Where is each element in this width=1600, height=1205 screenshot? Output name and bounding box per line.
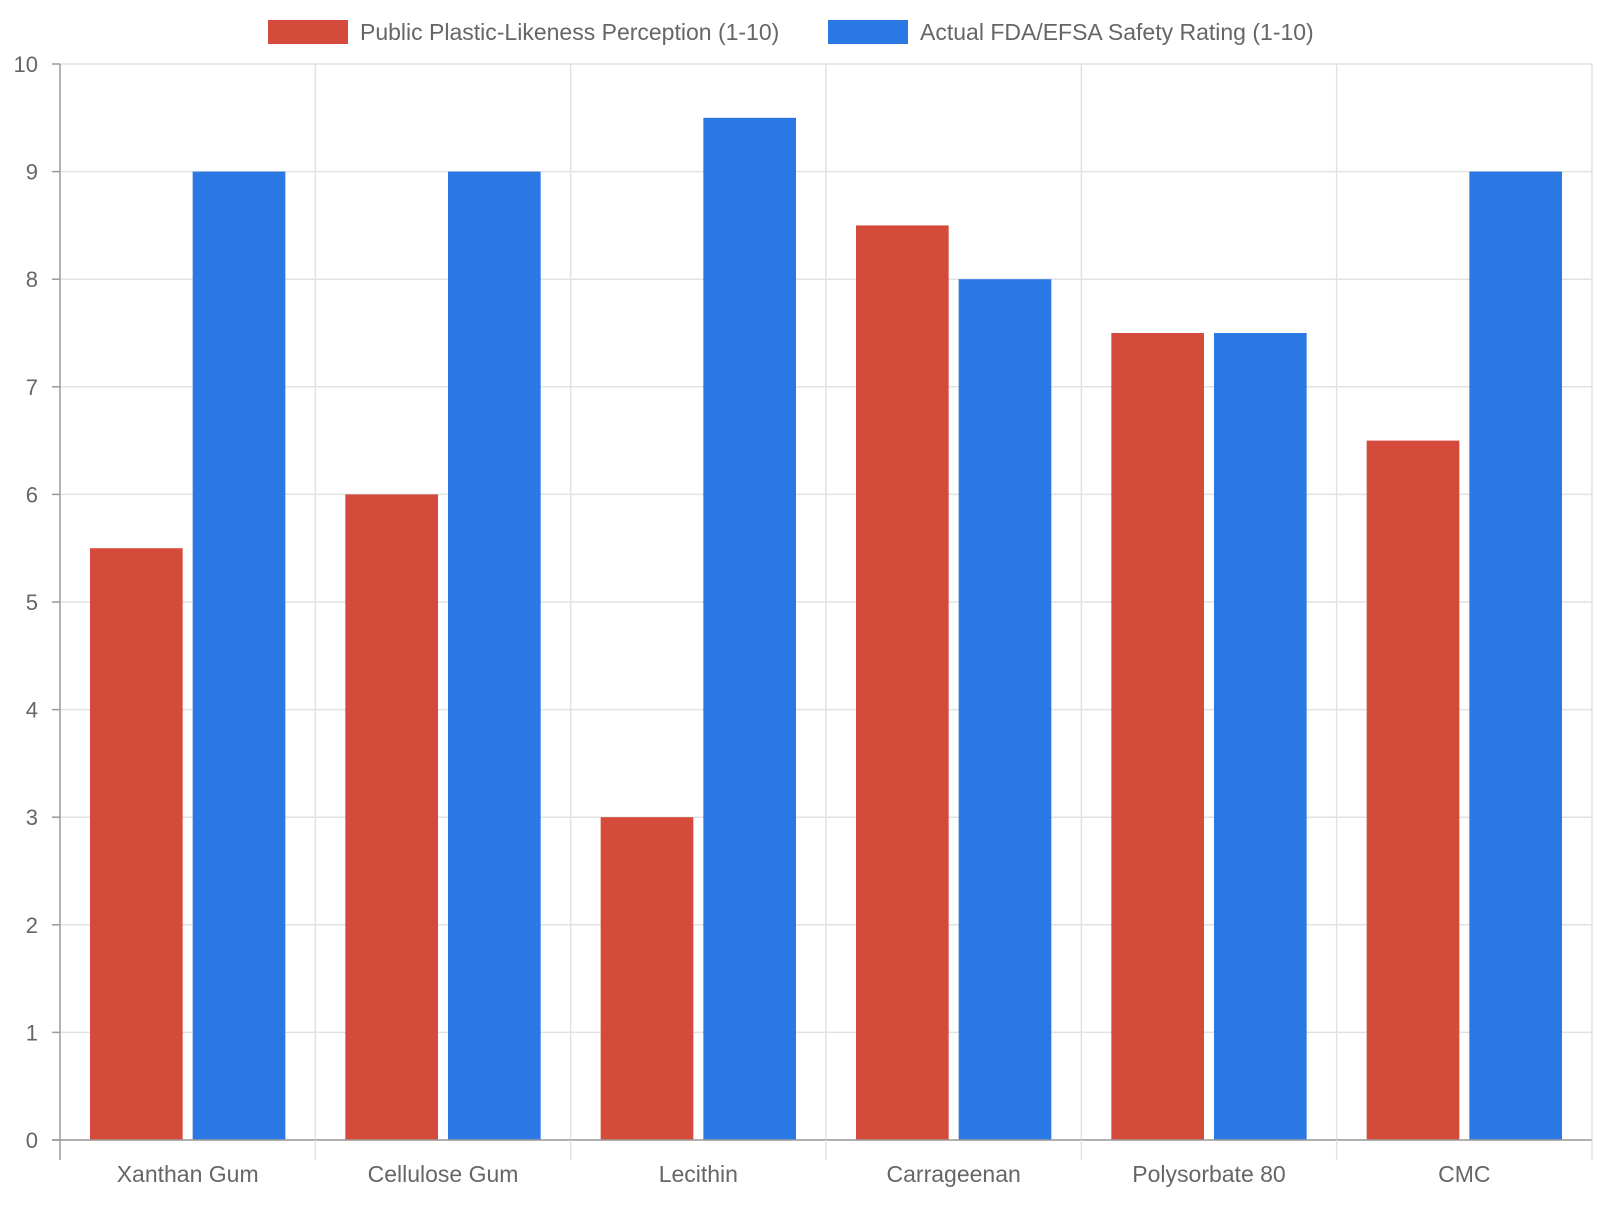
bar-safety-cmc xyxy=(1469,171,1562,1141)
bar-perception-lecithin xyxy=(600,817,694,1140)
bar-safety-cellulose-gum xyxy=(448,171,541,1141)
chart-grid xyxy=(60,63,1593,1141)
y-tick-label: 7 xyxy=(26,375,38,400)
y-tick-label: 3 xyxy=(26,805,38,830)
y-tick-label: 1 xyxy=(26,1020,38,1045)
chart-bars xyxy=(90,117,1562,1141)
y-tick-label: 4 xyxy=(26,698,38,723)
bar-perception-carrageenan xyxy=(856,225,949,1140)
x-category-label: Lecithin xyxy=(659,1161,738,1187)
chart-legend: Public Plastic-Likeness Perception (1-10… xyxy=(268,19,1314,45)
bar-perception-xanthan-gum xyxy=(90,548,183,1140)
bar-safety-polysorbate-80 xyxy=(1214,333,1307,1140)
y-axis-ticks: 0 1 2 3 4 5 6 7 8 9 10 xyxy=(14,52,60,1153)
y-tick-label: 10 xyxy=(14,52,38,77)
x-category-label: CMC xyxy=(1438,1161,1490,1187)
bar-perception-cmc xyxy=(1366,440,1460,1141)
y-tick-label: 6 xyxy=(26,482,38,507)
x-category-label: Polysorbate 80 xyxy=(1132,1161,1285,1187)
x-axis-labels: Xanthan Gum Cellulose Gum Lecithin Carragee… xyxy=(117,1161,1491,1187)
legend-label-perception: Public Plastic-Likeness Perception (1-10… xyxy=(360,19,779,45)
y-tick-label: 2 xyxy=(26,913,38,938)
bar-perception-polysorbate-80 xyxy=(1111,333,1204,1140)
bar-perception-cellulose-gum xyxy=(345,494,438,1140)
x-category-label: Carrageenan xyxy=(887,1161,1021,1187)
y-tick-label: 9 xyxy=(26,160,38,185)
legend-swatch-perception xyxy=(268,20,348,44)
x-category-label: Xanthan Gum xyxy=(117,1161,259,1187)
bar-safety-lecithin xyxy=(703,117,796,1141)
bar-safety-xanthan-gum xyxy=(192,171,286,1141)
x-category-label: Cellulose Gum xyxy=(368,1161,519,1187)
legend-swatch-safety xyxy=(828,20,908,44)
y-tick-label: 8 xyxy=(26,267,38,292)
legend-label-safety: Actual FDA/EFSA Safety Rating (1-10) xyxy=(920,19,1314,45)
y-tick-label: 5 xyxy=(26,590,38,615)
bar-safety-carrageenan xyxy=(958,279,1052,1140)
chart-axes xyxy=(52,64,1593,1160)
y-tick-label: 0 xyxy=(26,1128,38,1153)
